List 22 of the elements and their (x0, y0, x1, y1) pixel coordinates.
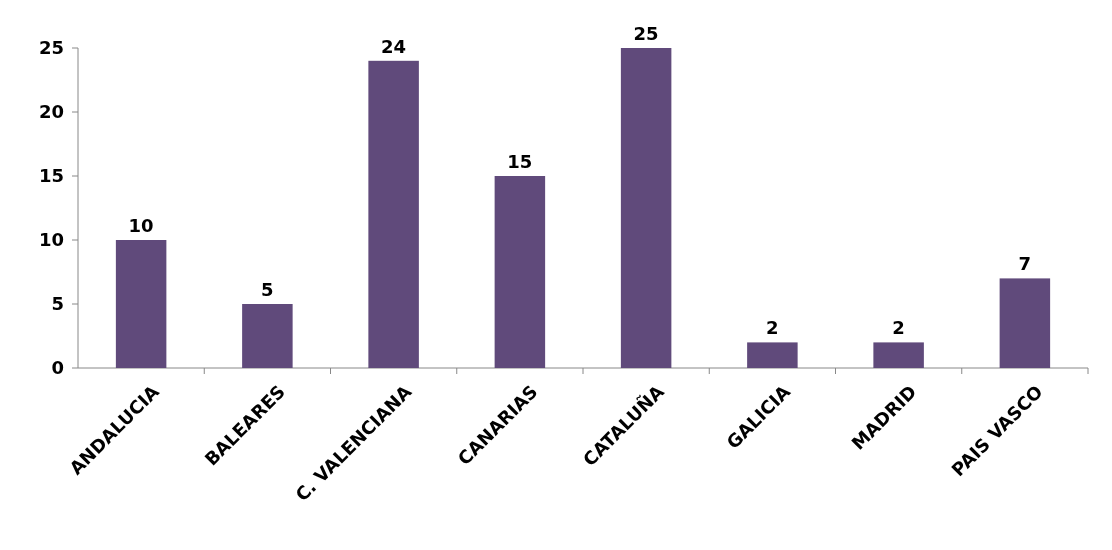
y-tick-label: 0 (51, 357, 64, 379)
bar (242, 304, 293, 368)
data-label: 7 (1018, 253, 1032, 275)
bar (368, 60, 419, 368)
bar (873, 342, 924, 368)
data-label: 25 (633, 23, 659, 44)
bar (115, 240, 167, 368)
y-tick-label: 10 (38, 229, 64, 251)
bar (620, 48, 672, 368)
y-tick-label: 25 (38, 37, 64, 59)
data-label: 2 (766, 317, 779, 339)
bar (999, 278, 1051, 368)
data-label: 10 (128, 215, 154, 236)
y-tick-label: 5 (51, 293, 64, 315)
data-label: 24 (381, 35, 407, 57)
data-label: 15 (507, 151, 533, 172)
data-label: 5 (261, 279, 274, 300)
y-tick-label: 20 (38, 101, 64, 123)
bar (747, 342, 798, 368)
data-label: 2 (892, 317, 905, 339)
bar (494, 176, 546, 368)
y-tick-label: 15 (38, 165, 64, 187)
